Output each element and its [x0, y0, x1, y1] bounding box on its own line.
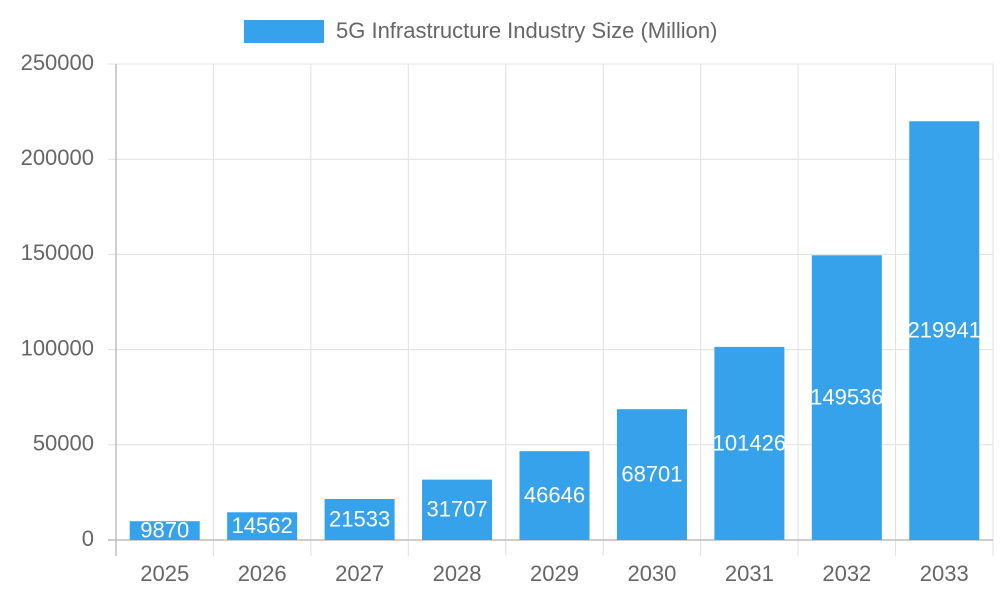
x-tick-label: 2033: [920, 561, 969, 586]
x-tick-label: 2031: [725, 561, 774, 586]
bar: [129, 521, 200, 540]
bar: [811, 255, 882, 541]
value-label: 149536: [810, 384, 883, 409]
bar: [422, 479, 493, 540]
y-tick-label: 150000: [21, 240, 94, 265]
legend-label[interactable]: 5G Infrastructure Industry Size (Million…: [336, 18, 717, 43]
x-tick-label: 2025: [140, 561, 189, 586]
bar: [714, 346, 785, 540]
y-tick-label: 100000: [21, 335, 94, 360]
y-tick-label: 250000: [21, 50, 94, 75]
value-label: 101426: [713, 430, 786, 455]
bar: [519, 451, 590, 540]
x-tick-label: 2032: [822, 561, 871, 586]
x-tick-label: 2030: [627, 561, 676, 586]
legend-swatch[interactable]: [244, 20, 324, 43]
x-tick-label: 2026: [238, 561, 287, 586]
x-tick-label: 2028: [433, 561, 482, 586]
y-tick-label: 50000: [33, 431, 94, 456]
bar: [227, 512, 298, 540]
bar: [324, 499, 395, 540]
value-label: 14562: [232, 513, 293, 538]
x-tick-label: 2027: [335, 561, 384, 586]
value-label: 9870: [140, 517, 189, 542]
value-label: 68701: [621, 461, 682, 486]
value-label: 21533: [329, 506, 390, 531]
y-tick-label: 200000: [21, 145, 94, 170]
value-label: 46646: [524, 482, 585, 507]
x-tick-label: 2029: [530, 561, 579, 586]
bar: [909, 121, 980, 541]
y-tick-label: 0: [82, 526, 94, 551]
value-label: 219941: [908, 317, 981, 342]
bar: [616, 409, 687, 540]
value-label: 31707: [426, 497, 487, 522]
